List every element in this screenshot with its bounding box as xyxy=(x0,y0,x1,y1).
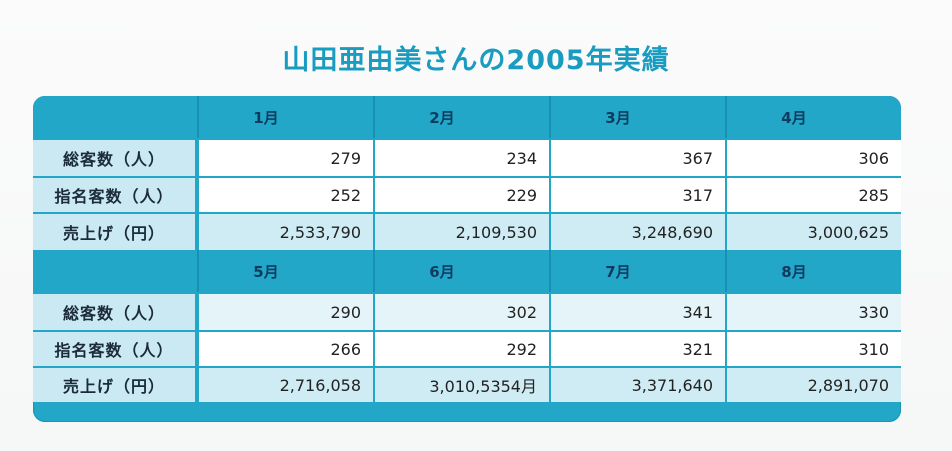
table-cell: 321 xyxy=(549,330,725,366)
month-header: 5月 xyxy=(197,250,373,292)
table-cell: 2,716,058 xyxy=(197,366,373,402)
table-cell: 229 xyxy=(373,176,549,212)
row-label-sales: 売上げ（円） xyxy=(33,366,197,402)
table-cell: 367 xyxy=(549,138,725,176)
table-cell: 290 xyxy=(197,292,373,330)
row-label-total-customers: 総客数（人） xyxy=(33,292,197,330)
table-cell: 2,891,070 xyxy=(725,366,901,402)
table-cell: 330 xyxy=(725,292,901,330)
table-cell: 279 xyxy=(197,138,373,176)
table-cell: 317 xyxy=(549,176,725,212)
table-cell: 302 xyxy=(373,292,549,330)
table-cell: 234 xyxy=(373,138,549,176)
table-cell: 292 xyxy=(373,330,549,366)
results-grid: 1月 2月 3月 4月 総客数（人） 279 234 367 306 指名客数（… xyxy=(33,96,901,422)
row-label-sales: 売上げ（円） xyxy=(33,212,197,250)
row-label-named-customers: 指名客数（人） xyxy=(33,330,197,366)
month-header: 7月 xyxy=(549,250,725,292)
table-cell: 252 xyxy=(197,176,373,212)
table-cell: 3,000,625 xyxy=(725,212,901,250)
table-cell: 3,010,5354月 xyxy=(373,366,549,402)
table-cell: 266 xyxy=(197,330,373,366)
month-header: 2月 xyxy=(373,96,549,138)
row-label-total-customers: 総客数（人） xyxy=(33,138,197,176)
month-header: 4月 xyxy=(725,96,901,138)
header-corner xyxy=(33,250,197,292)
month-header: 1月 xyxy=(197,96,373,138)
month-header: 3月 xyxy=(549,96,725,138)
page-title: 山田亜由美さんの2005年実績 xyxy=(282,45,670,76)
table-cell: 341 xyxy=(549,292,725,330)
table-cell: 3,248,690 xyxy=(549,212,725,250)
month-header: 6月 xyxy=(373,250,549,292)
month-header: 8月 xyxy=(725,250,901,292)
table-cell: 310 xyxy=(725,330,901,366)
table-cell: 2,109,530 xyxy=(373,212,549,250)
results-table: 1月 2月 3月 4月 総客数（人） 279 234 367 306 指名客数（… xyxy=(33,96,901,422)
row-label-named-customers: 指名客数（人） xyxy=(33,176,197,212)
table-cell: 3,371,640 xyxy=(549,366,725,402)
table-cell: 285 xyxy=(725,176,901,212)
table-cell: 306 xyxy=(725,138,901,176)
table-cell: 2,533,790 xyxy=(197,212,373,250)
header-corner xyxy=(33,96,197,138)
